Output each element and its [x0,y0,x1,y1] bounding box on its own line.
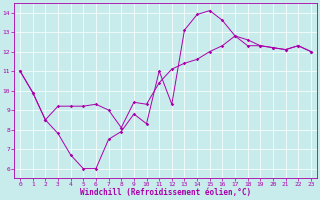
X-axis label: Windchill (Refroidissement éolien,°C): Windchill (Refroidissement éolien,°C) [80,188,251,197]
